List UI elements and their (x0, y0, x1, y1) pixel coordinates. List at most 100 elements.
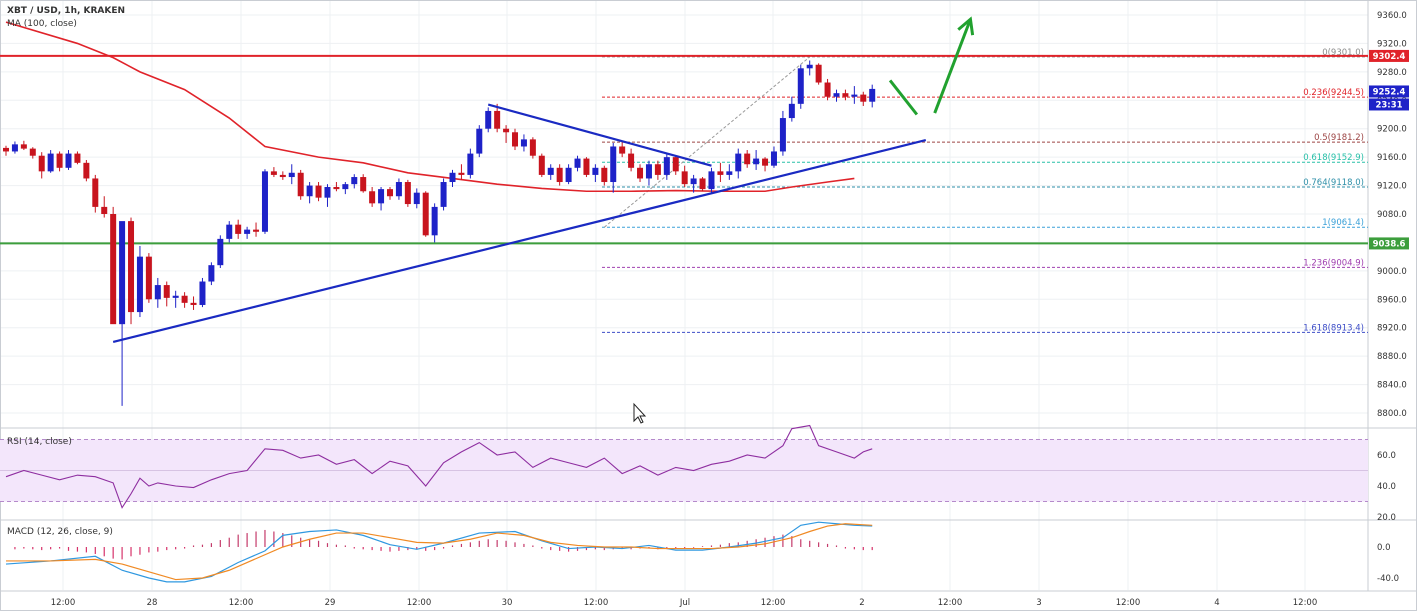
price-axis-tick: 9160.0 (1377, 153, 1407, 163)
candle-body (547, 167, 554, 175)
chart-title: XBT / USD, 1h, KRAKEN (7, 6, 125, 16)
time-axis-tick: 28 (147, 598, 158, 608)
price-axis-tick: 9320.0 (1377, 39, 1407, 49)
arrow-shaft (933, 18, 972, 114)
candle-body (779, 118, 786, 152)
candle-body (788, 103, 795, 119)
candle-body (520, 139, 527, 147)
rsi-panel[interactable]: RSI (14, close) (0, 424, 1368, 509)
price-axis-tick: 9280.0 (1377, 68, 1407, 78)
candlestick-series (3, 60, 876, 406)
candle-body (342, 184, 349, 190)
time-axis-tick: 12:00 (229, 598, 254, 608)
candle-body (637, 167, 644, 179)
price-tag-label: 9038.6 (1373, 239, 1406, 249)
candle-body (851, 94, 858, 97)
candle-body (208, 265, 215, 282)
macd-line (5, 521, 873, 583)
macd-panel[interactable]: MACD (12, 26, close, 9) (5, 521, 873, 583)
price-axis-tick: 9080.0 (1377, 210, 1407, 220)
candle-body (476, 128, 483, 154)
candle-body (324, 186, 331, 198)
candle-body (708, 171, 715, 190)
candle-body (56, 153, 63, 168)
candle-body (824, 82, 831, 97)
candle-body (645, 164, 652, 179)
candle-body (467, 153, 474, 175)
rsi-label: RSI (14, close) (7, 437, 72, 447)
candle-body (83, 162, 90, 179)
candle-body (663, 157, 670, 175)
rsi-axis-tick: 60.0 (1377, 451, 1396, 461)
time-axis[interactable]: 12:00 28 12:00 29 12:00 30 12:00 Jul 12:00 2 12:00… (51, 598, 1318, 608)
fib-level-label: 0.764(9118.0) (1303, 178, 1364, 188)
candle-body (422, 192, 429, 236)
price-tag-label: 23:31 (1375, 100, 1402, 110)
time-axis-tick: 2 (859, 598, 864, 608)
price-tag-label: 9302.4 (1373, 52, 1406, 62)
price-axis-tick: 9360.0 (1377, 11, 1407, 21)
macd-label: MACD (12, 26, close, 9) (7, 527, 113, 537)
candle-body (556, 167, 563, 183)
fib-level-label: 0(9301.0) (1322, 48, 1364, 58)
candle-body (163, 285, 170, 298)
candle-body (815, 64, 822, 83)
time-axis-tick: 12:00 (584, 598, 609, 608)
candle-body (565, 167, 572, 183)
candle-body (38, 155, 45, 172)
candle-body (190, 302, 197, 305)
candle-body (494, 110, 501, 129)
candle-body (369, 191, 376, 204)
candle-body (860, 94, 867, 102)
candle-body (458, 172, 465, 175)
candle-body (610, 146, 617, 183)
time-axis-tick: 29 (325, 598, 336, 608)
candle-body (360, 177, 367, 192)
candle-body (11, 144, 18, 152)
candle-body (145, 256, 152, 300)
price-axis-tick: 8880.0 (1377, 352, 1407, 362)
candle-body (92, 178, 99, 207)
candle-body (235, 224, 242, 234)
candle-body (574, 158, 581, 168)
candle-body (717, 171, 724, 175)
mouse-cursor-icon (633, 402, 647, 424)
candle-body (3, 147, 9, 152)
candle-body (503, 128, 510, 133)
trendline (487, 103, 712, 167)
candle-body (735, 153, 742, 172)
candle-body (770, 151, 777, 166)
time-axis-tick: 12:00 (938, 598, 963, 608)
time-axis-tick: 12:00 (1116, 598, 1141, 608)
candle-body (253, 229, 260, 232)
candle-body (538, 155, 545, 175)
candle-body (47, 153, 54, 172)
fib-level-label: 0.236(9244.5) (1303, 88, 1364, 98)
candle-body (101, 206, 108, 214)
macd-axis-tick: -40.0 (1377, 574, 1399, 584)
time-axis-tick: 12:00 (407, 598, 432, 608)
arrow-icon (957, 16, 975, 36)
candle-body (351, 177, 358, 185)
candle-body (110, 214, 117, 325)
horizontal-levels (0, 54, 1368, 245)
price-axis-tick: 9200.0 (1377, 125, 1407, 135)
rsi-axis-tick: 40.0 (1377, 482, 1396, 492)
candle-body (413, 192, 420, 205)
candle-body (154, 285, 161, 300)
fib-level-label: 0.5(9181.2) (1314, 133, 1364, 143)
candle-body (404, 182, 411, 205)
fib-anchor-line (603, 56, 811, 228)
candle-body (806, 64, 813, 69)
candle-body (306, 185, 313, 197)
rsi-line (5, 424, 873, 509)
candle-body (797, 68, 804, 104)
price-axis-tick: 9120.0 (1377, 182, 1407, 192)
candle-body (485, 110, 492, 129)
candle-body (279, 174, 286, 178)
candle-body (440, 182, 447, 207)
candle-body (261, 171, 268, 232)
price-axis-tick: 9000.0 (1377, 267, 1407, 277)
candle-body (119, 221, 126, 325)
